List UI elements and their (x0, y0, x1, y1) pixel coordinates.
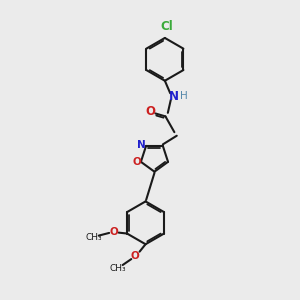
Text: H: H (180, 91, 188, 101)
Text: O: O (131, 251, 140, 261)
Text: O: O (145, 106, 155, 118)
Text: Cl: Cl (160, 20, 173, 34)
Text: O: O (109, 227, 118, 237)
Text: N: N (169, 90, 179, 103)
Text: CH₃: CH₃ (85, 233, 102, 242)
Text: N: N (137, 140, 146, 150)
Text: O: O (132, 158, 141, 167)
Text: CH₃: CH₃ (110, 264, 126, 273)
